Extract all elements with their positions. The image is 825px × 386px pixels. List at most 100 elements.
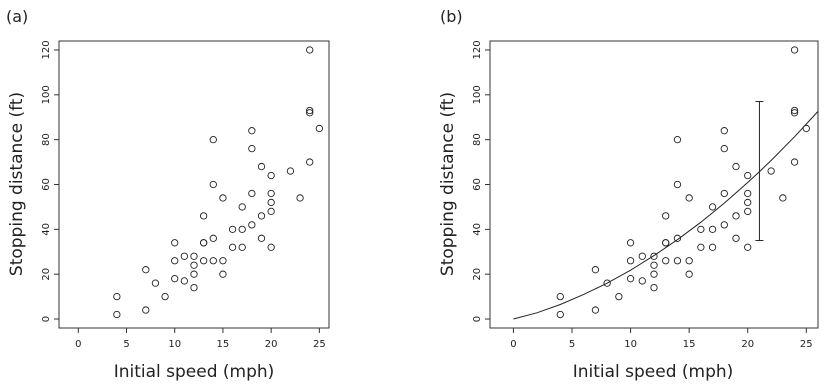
data-point — [744, 243, 752, 251]
data-point — [626, 239, 635, 247]
data-point — [556, 292, 564, 301]
data-point — [267, 171, 275, 180]
data-point — [732, 234, 740, 242]
y-tick-label: 120 — [41, 40, 52, 59]
data-point — [171, 275, 179, 283]
data-point — [744, 189, 752, 198]
data-point — [228, 225, 237, 233]
y-tick-label: 100 — [41, 85, 52, 104]
data-point — [209, 180, 217, 189]
data-point — [697, 225, 705, 233]
data-point — [151, 279, 160, 287]
x-tick-label: 5 — [569, 339, 575, 350]
x-tick-label: 0 — [510, 339, 516, 350]
data-point — [673, 180, 682, 189]
data-point — [113, 292, 121, 301]
data-point — [673, 136, 682, 144]
y-tick-label: 80 — [472, 133, 483, 146]
data-point — [180, 252, 189, 260]
x-tick-label: 25 — [800, 339, 813, 350]
data-point — [650, 261, 658, 269]
data-point — [650, 283, 658, 292]
data-point — [685, 270, 693, 278]
y-tick-label: 120 — [472, 40, 483, 59]
data-point — [626, 275, 635, 283]
y-tick-label: 40 — [472, 223, 483, 236]
data-point — [720, 221, 728, 229]
data-point — [790, 158, 799, 166]
data-point — [286, 167, 295, 175]
data-point — [190, 283, 198, 292]
data-point — [209, 136, 217, 144]
data-point — [238, 203, 246, 211]
x-tick-label: 5 — [123, 339, 129, 350]
data-point — [732, 162, 740, 171]
data-point — [744, 198, 752, 207]
x-tick-label: 25 — [313, 339, 326, 350]
panel-a-x-axis-label: Initial speed (mph) — [114, 362, 275, 382]
panel-b-x-ticks: 0 5 10 15 20 25 — [510, 328, 813, 350]
data-point — [732, 212, 740, 220]
data-point — [209, 257, 217, 265]
data-point — [248, 221, 256, 229]
data-point — [744, 207, 752, 216]
data-point — [790, 46, 799, 54]
panel-a-plot-frame — [58, 40, 330, 329]
data-point — [662, 239, 670, 247]
panel-a-y-axis-label: Stopping distance (ft) — [7, 92, 27, 276]
data-point — [720, 127, 728, 135]
y-tick-label: 20 — [41, 268, 52, 281]
y-tick-label: 40 — [41, 223, 52, 236]
data-point — [190, 252, 198, 260]
panel-b-plot-frame — [489, 40, 819, 329]
data-point — [296, 194, 304, 202]
data-point — [161, 292, 169, 301]
data-point — [248, 127, 256, 135]
data-point — [626, 257, 635, 265]
data-point — [267, 189, 275, 198]
panel-b-fit-curve — [513, 111, 819, 320]
panel-b-points — [556, 46, 810, 319]
x-tick-label: 15 — [217, 339, 230, 350]
data-point — [662, 257, 670, 265]
data-point — [662, 212, 670, 220]
data-point — [708, 203, 717, 211]
panel-a-points — [113, 46, 324, 319]
data-point — [142, 306, 150, 314]
data-point — [180, 277, 189, 285]
x-tick-label: 20 — [741, 339, 754, 350]
y-tick-label: 80 — [41, 133, 52, 146]
data-point — [267, 198, 275, 207]
data-point — [171, 239, 179, 247]
data-point — [248, 189, 256, 198]
data-point — [238, 243, 246, 251]
panel-a: (a) 0 5 10 15 20 25 0 20 40 60 80 100 120 Initial s… — [6, 7, 330, 382]
x-tick-label: 0 — [75, 339, 81, 350]
data-point — [556, 310, 564, 319]
panel-a-label: (a) — [6, 7, 28, 26]
data-point — [306, 158, 314, 166]
data-point — [790, 106, 799, 115]
data-point — [650, 252, 658, 260]
data-point — [306, 106, 314, 115]
data-point — [238, 225, 246, 233]
data-point — [685, 257, 693, 265]
data-point — [199, 257, 208, 265]
data-point — [171, 257, 179, 265]
y-tick-label: 100 — [472, 85, 483, 104]
data-point — [257, 162, 266, 171]
data-point — [190, 261, 198, 269]
data-point — [673, 257, 682, 265]
y-tick-label: 0 — [472, 316, 483, 322]
data-point — [603, 279, 611, 287]
data-point — [638, 252, 646, 260]
panel-b-x-axis-label: Initial speed (mph) — [573, 362, 734, 382]
panel-b-interval — [755, 101, 764, 242]
data-point — [697, 243, 705, 251]
data-point — [615, 292, 623, 301]
data-point — [685, 194, 693, 202]
data-point — [802, 124, 810, 133]
panel-b: (b) 0 5 10 15 20 25 0 20 40 60 80 100 120 Initial s… — [438, 7, 819, 382]
y-tick-label: 0 — [41, 316, 52, 322]
panel-b-label: (b) — [440, 7, 463, 26]
